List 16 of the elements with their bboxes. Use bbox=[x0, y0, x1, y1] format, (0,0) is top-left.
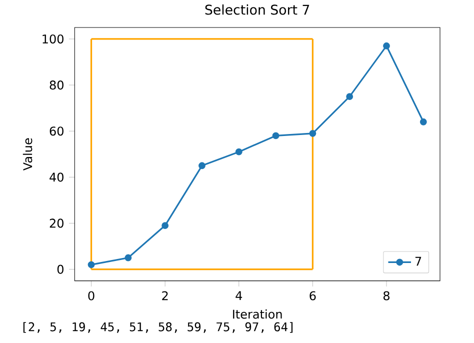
x-tick-label: 6 bbox=[310, 290, 316, 300]
x-tick-label: 8 bbox=[383, 290, 390, 300]
legend-label: 7 bbox=[415, 256, 422, 266]
y-tick-label: 40 bbox=[50, 172, 64, 182]
y-tick-label: 20 bbox=[50, 218, 64, 228]
x-tick-label: 4 bbox=[236, 290, 242, 300]
y-tick-label: 80 bbox=[50, 80, 64, 90]
text: [2, 5, 19, 45, 51, 58, 59, 75, 97, 64] bbox=[23, 322, 293, 333]
chart-title: Selection Sort 7 bbox=[205, 4, 310, 15]
x-axis-title: Iteration bbox=[233, 309, 282, 318]
y-tick-label: 60 bbox=[50, 126, 64, 136]
x-tick-label: 0 bbox=[88, 290, 94, 300]
y-axis-title: Value bbox=[22, 138, 32, 170]
x-tick-label: 2 bbox=[162, 290, 168, 300]
y-tick-label: 0 bbox=[57, 264, 64, 274]
y-tick-label: 100 bbox=[42, 34, 64, 44]
